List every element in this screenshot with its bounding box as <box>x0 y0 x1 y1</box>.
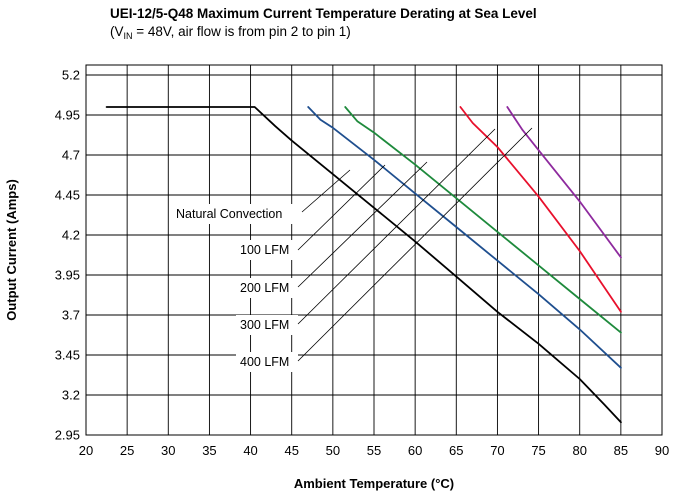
leader-300-lfm <box>297 128 496 325</box>
x-tick-label: 55 <box>367 443 381 458</box>
leader-400-lfm <box>297 127 533 362</box>
series-lines <box>105 106 622 424</box>
x-tick-label: 50 <box>326 443 340 458</box>
y-tick-label: 4.95 <box>55 108 80 123</box>
x-tick-label: 20 <box>79 443 93 458</box>
y-tick-label: 4.2 <box>62 228 80 243</box>
series-line-natural-convection <box>105 106 622 424</box>
300-lfm-label-bg <box>236 315 298 335</box>
y-tick-label: 3.7 <box>62 308 80 323</box>
annotations: Natural Convection 100 LFM 200 LFM 300 L… <box>170 127 533 372</box>
x-tick-label: 75 <box>531 443 545 458</box>
x-tick-label: 40 <box>243 443 257 458</box>
100-lfm-label: 100 LFM <box>240 243 289 257</box>
x-tick-label: 60 <box>408 443 422 458</box>
x-tick-label: 80 <box>572 443 586 458</box>
x-tick-label: 35 <box>202 443 216 458</box>
subtitle-pre: (V <box>110 24 124 39</box>
x-tick-label: 70 <box>490 443 504 458</box>
leader-200-lfm <box>297 161 428 288</box>
y-tick-label: 4.45 <box>55 188 80 203</box>
100-lfm-label-bg <box>236 240 298 260</box>
x-tick-label: 25 <box>120 443 134 458</box>
tick-labels: 20 25 30 35 40 45 50 55 60 65 70 75 80 85 90 5.2 4.95 4.7… <box>55 68 670 459</box>
chart-title: UEI-12/5-Q48 Maximum Current Temperature… <box>110 6 537 21</box>
series-line-100-lfm <box>307 106 622 369</box>
series-line-200-lfm <box>344 106 622 334</box>
chart-subtitle: (VIN = 48V, air flow is from pin 2 to pi… <box>110 24 351 41</box>
y-tick-label: 3.45 <box>55 348 80 363</box>
x-tick-label: 30 <box>161 443 175 458</box>
natural-convection-label: Natural Convection <box>176 207 282 221</box>
400-lfm-label-bg <box>236 352 298 372</box>
subtitle-post: = 48V, air flow is from pin 2 to pin 1) <box>133 24 351 39</box>
leader-100-lfm <box>297 164 386 251</box>
y-tick-label: 2.95 <box>55 428 80 443</box>
200-lfm-label: 200 LFM <box>240 281 289 295</box>
y-tick-label: 4.7 <box>62 148 80 163</box>
x-tick-label: 45 <box>284 443 298 458</box>
y-tick-label: 3.95 <box>55 268 80 283</box>
y-axis-label: Output Current (Amps) <box>4 179 19 321</box>
series-line-400-lfm <box>506 106 622 259</box>
grid <box>86 65 662 436</box>
x-axis-label: Ambient Temperature (°C) <box>294 476 454 491</box>
series-line-300-lfm <box>459 106 622 313</box>
subtitle-sub: IN <box>124 31 133 41</box>
plot-frame <box>85 64 663 436</box>
400-lfm-label: 400 LFM <box>240 355 289 369</box>
300-lfm-label: 300 LFM <box>240 318 289 332</box>
natural-convection-label-bg <box>170 204 302 224</box>
x-tick-label: 65 <box>449 443 463 458</box>
x-tick-label: 90 <box>655 443 669 458</box>
leader-natural-convection <box>301 169 351 213</box>
200-lfm-label-bg <box>236 278 298 298</box>
y-tick-label: 5.2 <box>62 68 80 83</box>
x-tick-label: 85 <box>614 443 628 458</box>
y-tick-label: 3.2 <box>62 388 80 403</box>
